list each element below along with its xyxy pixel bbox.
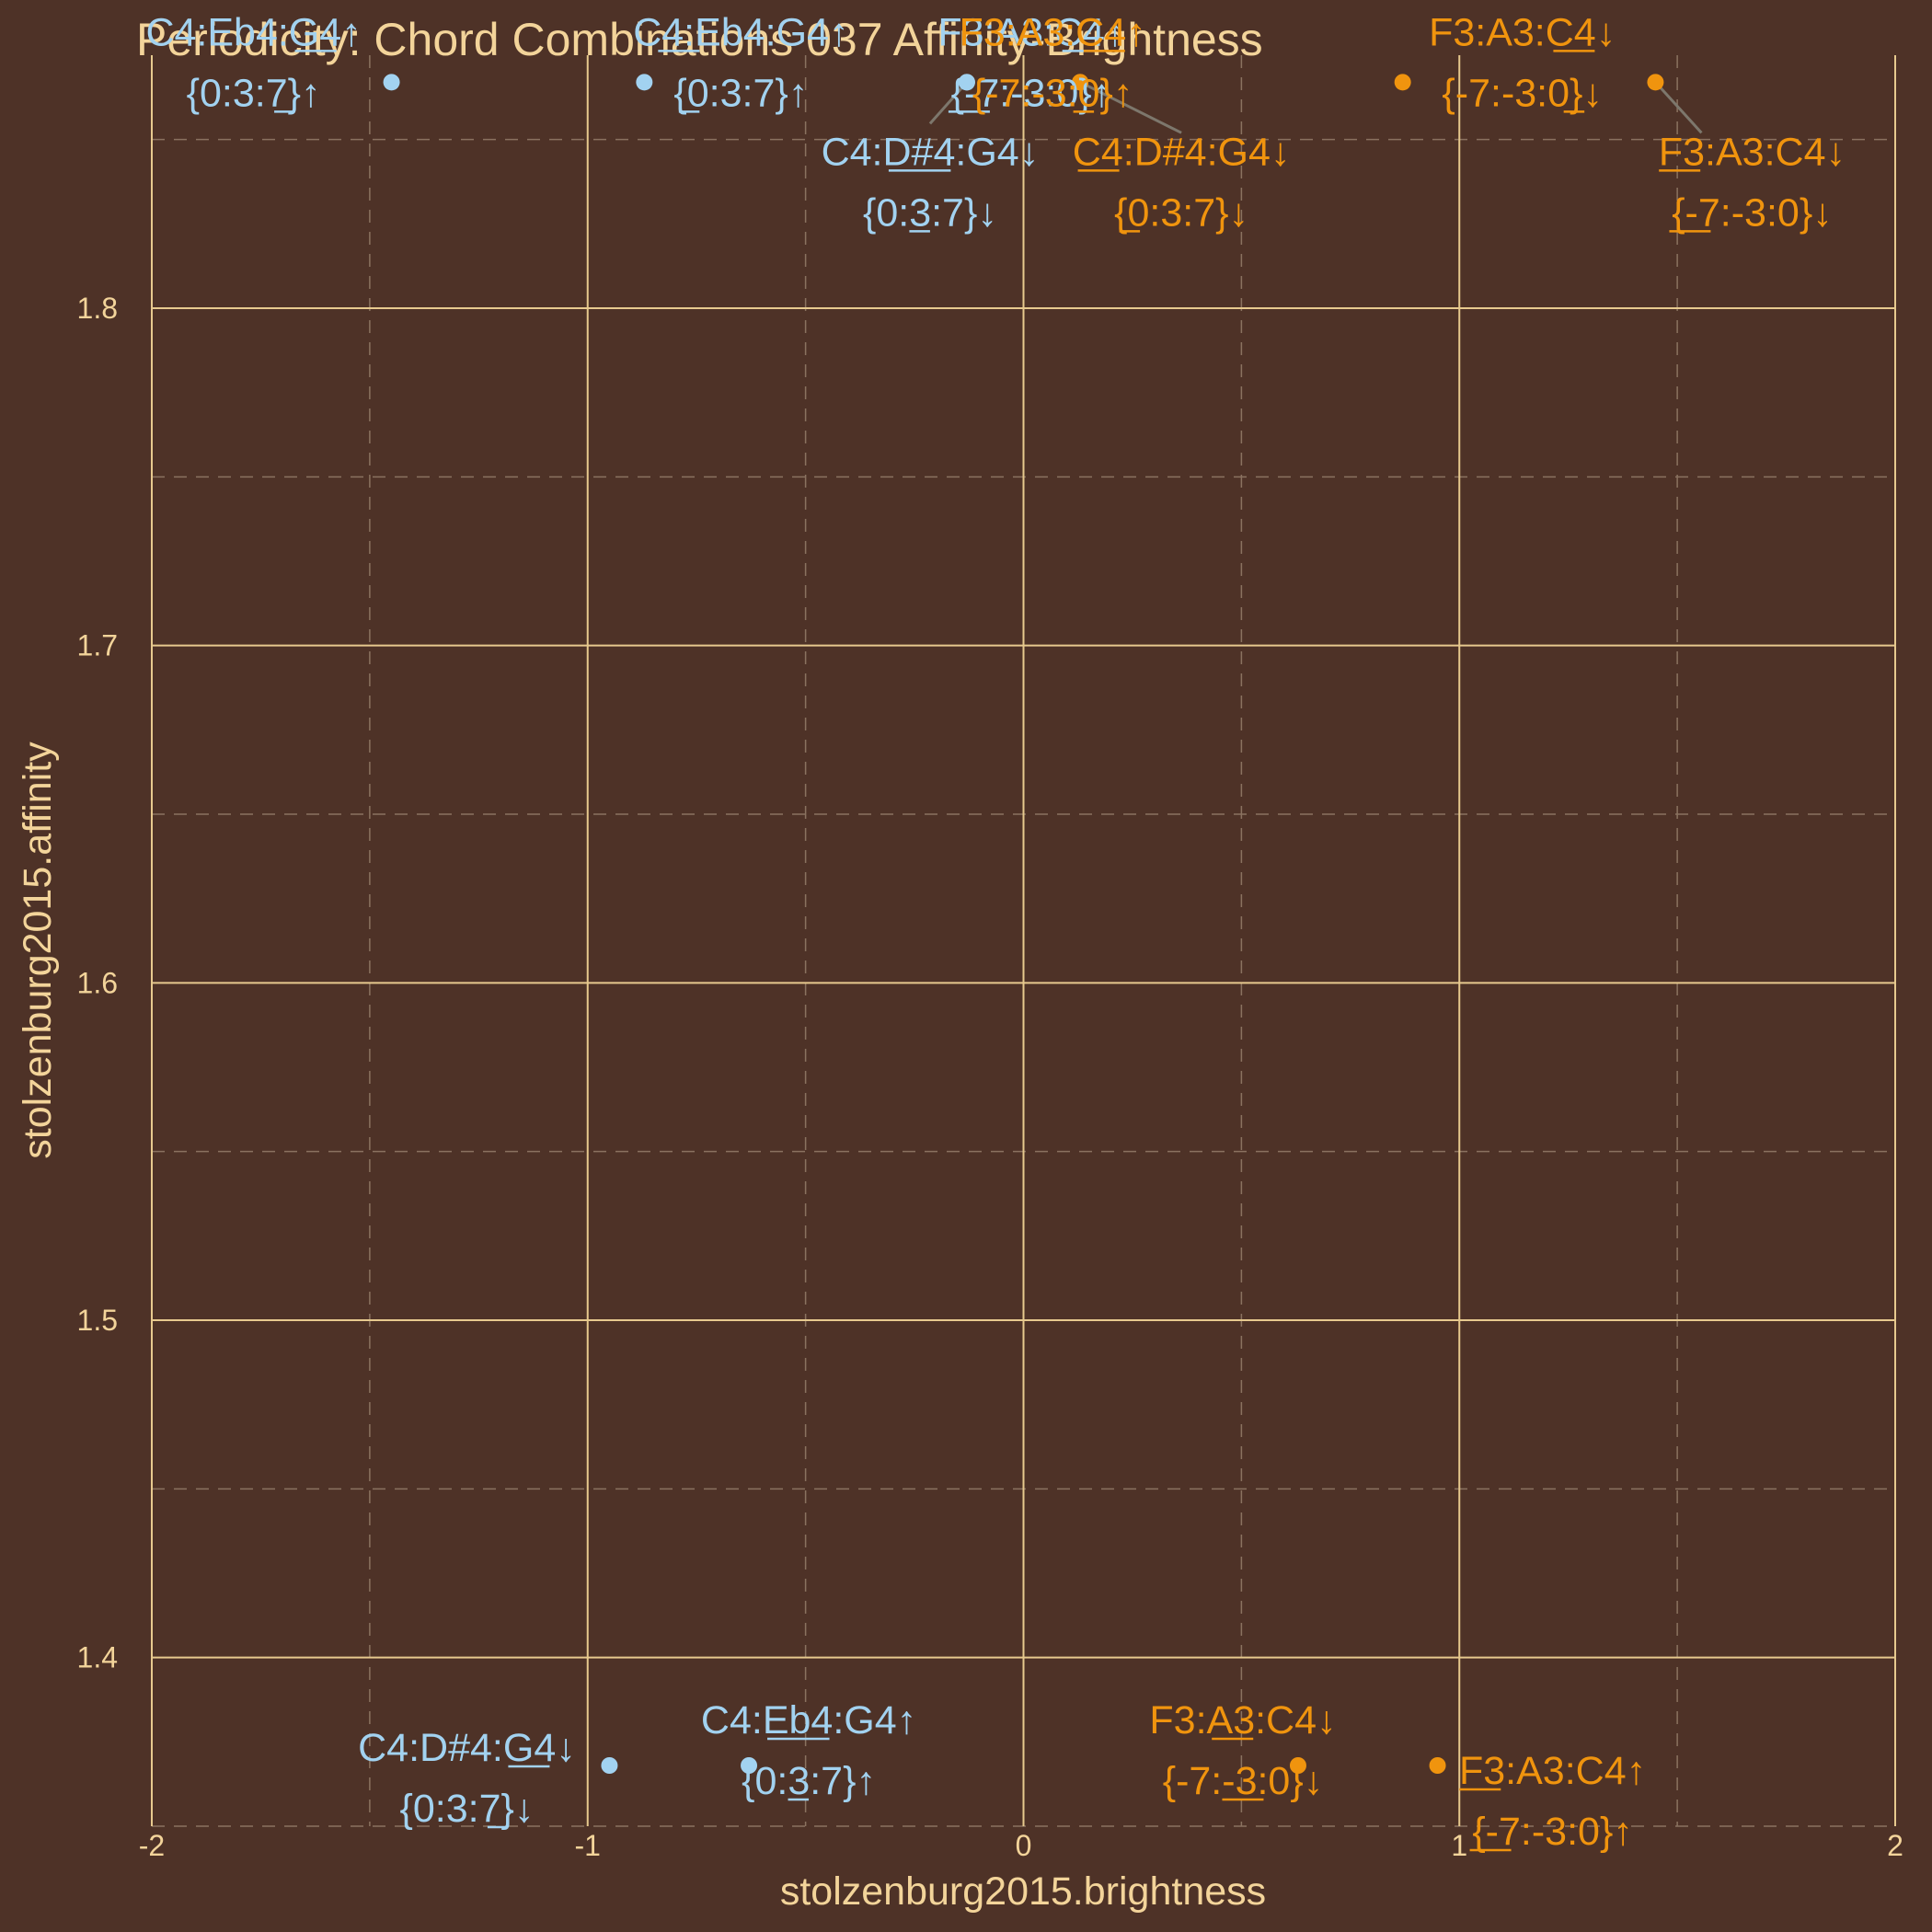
point-label-pitchset: {-7:-3:0}↓ bbox=[1442, 71, 1603, 115]
axis-ticks: -2 -1 0 1 2 1.4 1.5 1.6 1.7 1.8 bbox=[77, 292, 1903, 1862]
point-label-chord: C4:D#4:G4↓ bbox=[822, 130, 1040, 174]
data-points bbox=[383, 74, 1664, 1774]
point-label-chord: C4:Eb4:G4↑ bbox=[633, 10, 848, 54]
data-point bbox=[1647, 74, 1664, 91]
data-point bbox=[636, 74, 653, 91]
point-label-pitchset: {0:3:7}↓ bbox=[863, 190, 997, 235]
x-tick-label: -2 bbox=[139, 1829, 165, 1862]
label-leader-line bbox=[928, 81, 969, 125]
point-label-pitchset: {-7:-3:0}↑ bbox=[972, 71, 1133, 115]
x-axis-title: stolzenburg2015.brightness bbox=[780, 1869, 1266, 1914]
data-point bbox=[1429, 1757, 1446, 1774]
y-tick-label: 1.7 bbox=[77, 629, 118, 662]
point-label-chord: F3:A3:C4↓ bbox=[1659, 130, 1846, 174]
point-label-chord: F3:A3:C4↓ bbox=[1429, 10, 1616, 54]
point-label-chord: F3:A3:C4↑ bbox=[960, 10, 1146, 54]
data-point bbox=[383, 74, 400, 91]
data-point bbox=[601, 1757, 618, 1774]
point-label-chord: F3:A3:C4↓ bbox=[1149, 1698, 1336, 1742]
point-label-pitchset: {0:3:7}↓ bbox=[400, 1787, 535, 1831]
point-label-pitchset: {-7:-3:0}↑ bbox=[1472, 1810, 1633, 1854]
label-leader-line bbox=[1654, 81, 1703, 134]
data-point bbox=[741, 1757, 758, 1774]
data-point bbox=[1289, 1757, 1306, 1774]
y-axis-title: stolzenburg2015.affinity bbox=[16, 742, 60, 1159]
point-label-pitchset: {0:3:7}↑ bbox=[673, 71, 808, 115]
chart-title: Periodicity: Chord Combinations 037 Affi… bbox=[136, 14, 1263, 65]
x-tick-label: -1 bbox=[575, 1829, 601, 1862]
label-leader-line bbox=[1079, 80, 1182, 134]
x-tick-label: 1 bbox=[1451, 1829, 1467, 1862]
x-tick-label: 0 bbox=[1016, 1829, 1032, 1862]
point-labels: C4:Eb4:G4↑ {0:3:7}↑ C4:Eb4:G4↑ {0:3:7}↑ F3:A… bbox=[145, 10, 1846, 1854]
x-tick-label: 2 bbox=[1887, 1829, 1903, 1862]
grid bbox=[151, 55, 1896, 1827]
data-point bbox=[1072, 74, 1089, 91]
point-label-pitchset: {-7:-3:0}↓ bbox=[1672, 190, 1833, 235]
point-label-chord: C4:D#4:G4↓ bbox=[358, 1726, 576, 1770]
point-label-chord: F3:A3:C4↑ bbox=[937, 10, 1124, 54]
data-point bbox=[958, 74, 975, 91]
y-tick-label: 1.8 bbox=[77, 292, 118, 325]
point-label-pitchset: {0:3:7}↑ bbox=[187, 71, 321, 115]
point-label-pitchset: {0:3:7}↑ bbox=[742, 1759, 876, 1803]
point-label-pitchset: {-7:-3:0}↓ bbox=[1163, 1759, 1324, 1803]
point-label-pitchset: {-7:-3:0}↑ bbox=[951, 71, 1112, 115]
y-tick-label: 1.5 bbox=[77, 1304, 118, 1337]
point-label-pitchset: {0:3:7}↓ bbox=[1114, 190, 1248, 235]
label-leaders bbox=[928, 80, 1703, 134]
point-label-chord: C4:Eb4:G4↑ bbox=[145, 10, 361, 54]
y-tick-label: 1.4 bbox=[77, 1641, 118, 1674]
data-point bbox=[1394, 74, 1411, 91]
y-tick-label: 1.6 bbox=[77, 966, 118, 999]
point-label-chord: C4:D#4:G4↓ bbox=[1073, 130, 1291, 174]
point-label-chord: F3:A3:C4↑ bbox=[1459, 1749, 1646, 1793]
point-label-chord: C4:Eb4:G4↑ bbox=[701, 1698, 916, 1742]
